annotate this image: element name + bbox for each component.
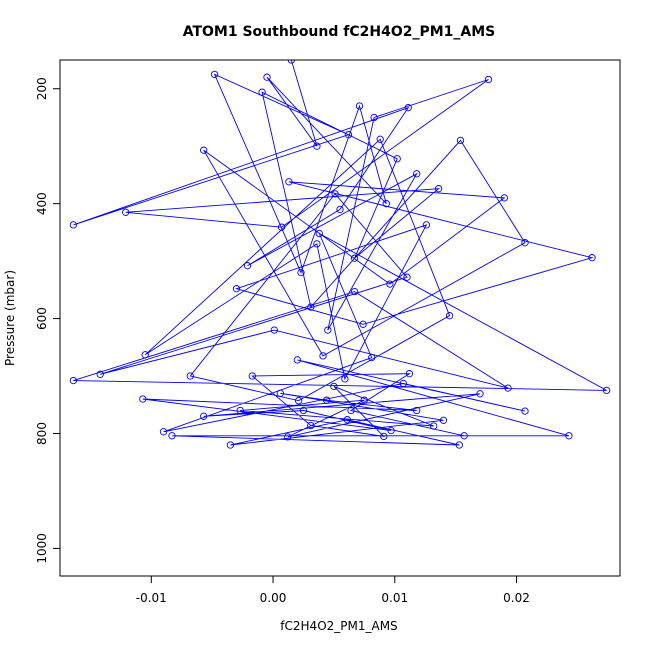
data-point [324,326,332,334]
data-point [276,389,284,397]
data-point [277,223,286,231]
data-point [200,146,208,154]
data-point [297,268,305,277]
data-point [456,136,465,145]
x-tick-label: 0.02 [503,591,530,605]
data-point [445,312,454,320]
data-point [521,407,529,415]
data-point [331,190,339,198]
data-point [299,406,308,415]
data-point [285,178,293,186]
data-point [315,229,323,238]
data-point [236,406,244,415]
data-point [359,320,367,328]
y-tick-label: 600 [35,307,49,330]
x-tick-label: 0.00 [260,591,287,605]
data-point [521,239,529,247]
data-point [226,441,235,449]
data-point [263,73,271,81]
x-axis-title: fC2H4O2_PM1_AMS [280,619,397,633]
data-point [370,113,378,122]
data-point [287,60,295,64]
data-point [355,102,364,110]
y-tick-label: 400 [35,192,49,215]
data-point [403,273,411,281]
data-point [258,88,266,96]
data-point [210,70,219,79]
series-layer [69,60,611,449]
data-point [69,221,78,229]
data-point [380,432,388,441]
data-point [232,285,241,293]
data-point [69,376,78,385]
data-point [243,262,252,270]
data-point [434,185,443,193]
data-point [360,396,368,404]
data-point [393,155,401,163]
x-tick-label: 0.01 [381,591,408,605]
plot-area [69,60,611,449]
data-point [343,416,351,424]
data-point [602,386,611,395]
data-point [413,406,421,415]
data-point [504,384,512,392]
data-point [484,75,493,84]
data-point [322,396,331,404]
data-point [413,170,421,178]
data-point [341,375,349,383]
data-point [350,287,359,296]
y-tick-label: 800 [35,422,49,445]
data-point [336,205,344,214]
data-point [460,432,468,440]
data-point [200,412,208,420]
data-point [382,200,390,208]
data-point [307,303,315,311]
data-point [313,142,321,150]
data-point [344,131,353,139]
data-point [307,421,315,430]
data-point [270,326,278,334]
data-point [284,433,292,441]
data-point [186,372,194,380]
plot-frame [59,59,621,577]
chart-title: ATOM1 Southbound fC2H4O2_PM1_AMS [183,24,496,40]
data-point [313,240,321,248]
data-point [405,370,414,378]
data-point [330,382,338,391]
data-point [141,351,149,359]
data-point [404,104,412,112]
data-point [122,208,130,216]
data-point [248,372,256,380]
series-line [73,60,607,446]
data-point [159,428,168,436]
y-axis-title: Pressure (mbar) [3,270,17,366]
data-point [350,254,359,262]
data-point [294,397,303,405]
x-tick-label: -0.01 [136,591,167,605]
data-point [422,221,431,229]
data-point [96,370,104,378]
data-point [588,254,596,262]
data-point [293,356,302,364]
data-point [319,352,327,360]
data-point [565,432,573,440]
data-point [476,390,484,398]
data-point [386,280,394,288]
data-point [368,353,376,362]
x-axis: -0.01 0.00 0.01 0.02 [136,576,530,605]
data-point [399,379,407,388]
data-point [139,395,147,403]
data-point [455,441,463,449]
y-axis: 200 400 600 800 1000 [35,77,60,564]
data-point [430,422,438,430]
data-point [376,135,384,143]
data-point [500,194,508,202]
data-point [439,416,448,424]
data-point [387,426,395,435]
y-tick-label: 200 [35,77,49,100]
data-point [168,432,176,440]
y-tick-label: 1000 [35,533,49,564]
data-point [347,406,355,415]
